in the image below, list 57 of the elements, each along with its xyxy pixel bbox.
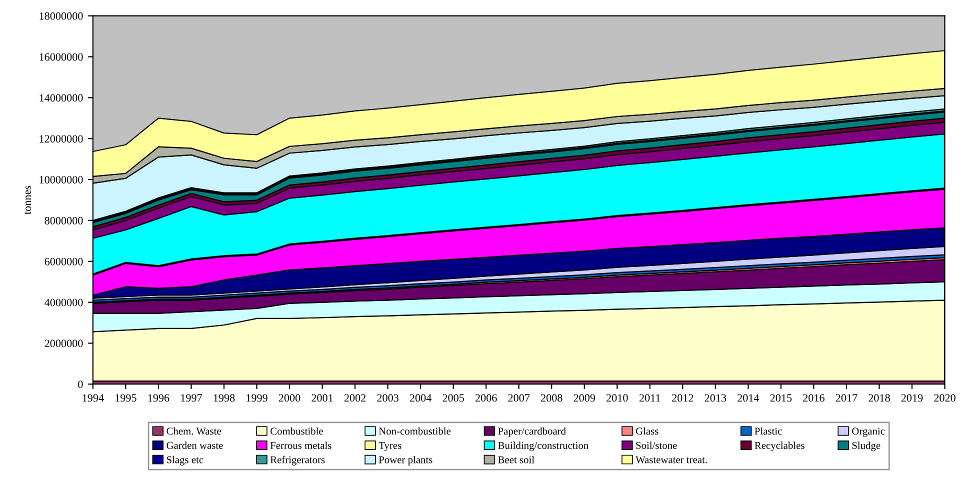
x-tick-label: 2002	[344, 394, 366, 402]
y-tick-label: 12000000	[40, 135, 83, 143]
x-tick-label: 2001	[312, 394, 333, 402]
y-tick-label: 16000000	[40, 53, 83, 61]
x-tick-label: 2003	[377, 394, 398, 402]
x-tick-label: 2020	[934, 394, 956, 402]
y-tick-label: 10000000	[40, 176, 83, 184]
x-tick-label: 2015	[770, 394, 792, 402]
x-tick-label: 1997	[181, 394, 202, 402]
x-tick-label: 1995	[116, 394, 136, 402]
x-tick-label: 2017	[836, 394, 858, 402]
y-tick-label: 2000000	[44, 340, 83, 348]
x-tick-label: 2000	[278, 394, 300, 402]
legend-label: Beet soil	[498, 456, 534, 464]
x-tick-label: 1994	[82, 394, 104, 402]
x-tick-label: 2010	[606, 394, 628, 402]
legend-label: Refrigerators	[270, 456, 325, 466]
y-tick-label: 8000000	[44, 216, 83, 224]
y-tick-label: 4000000	[44, 298, 83, 306]
legend-label: Ferrous metals	[270, 442, 332, 449]
legend-label: Tyres	[378, 442, 402, 452]
x-tick-label: 1996	[148, 394, 170, 402]
x-tick-label: 2011	[639, 394, 660, 402]
legend-label: Garden waste	[166, 442, 223, 449]
legend-label: Wastewater treat.	[636, 456, 707, 464]
x-tick-label: 2006	[475, 394, 497, 402]
legend-label: Sludge	[852, 442, 880, 452]
y-tick-label: 6000000	[44, 258, 83, 266]
y-tick-label: 0	[78, 380, 83, 388]
legend-label: Paper/cardboard	[498, 427, 566, 437]
x-tick-label: 2008	[540, 394, 562, 402]
legend-label: Recyclables	[754, 442, 804, 452]
legend-label: Combustible	[270, 427, 323, 435]
y-tick-label: 18000000	[40, 12, 83, 20]
x-tick-label: 2013	[704, 394, 726, 402]
y-tick-label: 14000000	[40, 94, 83, 102]
x-tick-label: 2007	[508, 394, 530, 402]
x-tick-label: 2009	[574, 394, 596, 402]
x-tick-label: 2005	[442, 394, 464, 402]
x-tick-label: 1999	[246, 394, 268, 402]
legend-label: Power plants	[378, 456, 432, 466]
legend-label: Slags etc	[166, 456, 204, 466]
x-tick-label: 1998	[214, 394, 235, 402]
x-tick-label: 2012	[672, 394, 694, 402]
x-tick-label: 2004	[410, 394, 432, 402]
legend-label: Chem. Waste	[166, 427, 221, 435]
x-tick-label: 2014	[738, 394, 760, 402]
legend-label: Non-combustible	[378, 427, 451, 435]
legend-label: Soil/stone	[636, 442, 677, 449]
x-tick-label: 2018	[868, 394, 890, 402]
legend-label: Organic	[852, 428, 885, 437]
x-tick-label: 2016	[803, 394, 824, 402]
legend-label: Building/construction	[498, 442, 588, 452]
legend-label: Glass	[636, 427, 658, 435]
x-tick-label: 2019	[901, 394, 923, 402]
y-axis-title: tonnes	[24, 186, 31, 214]
legend-label: Plastic	[754, 427, 782, 435]
